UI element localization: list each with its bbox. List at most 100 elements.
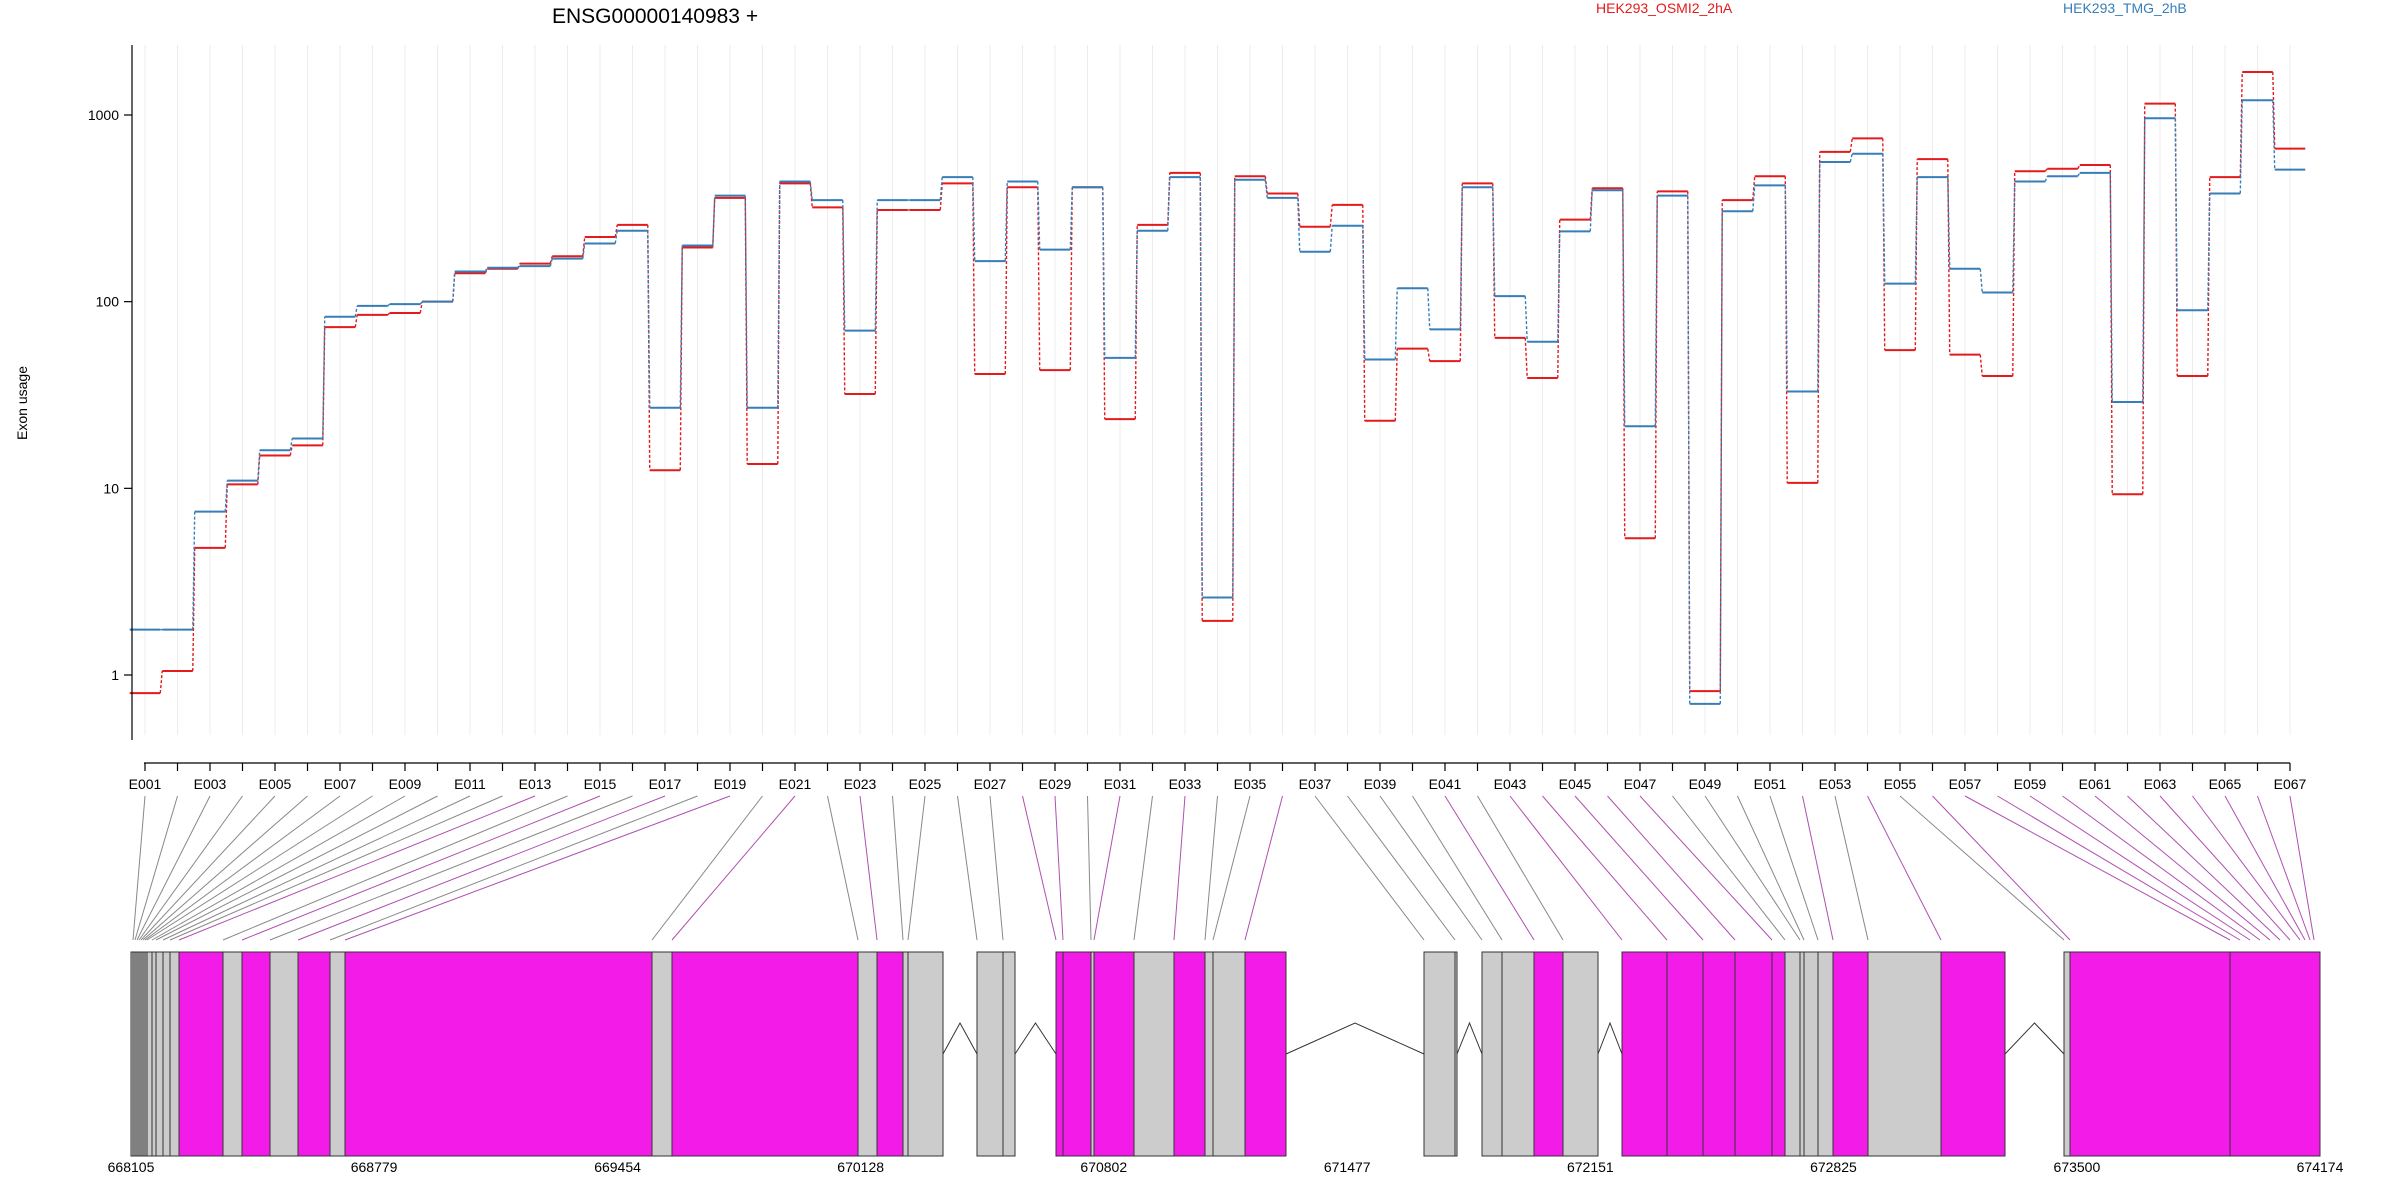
series-2-link-39 <box>1394 288 1398 360</box>
series-1-link-57 <box>1979 354 1983 377</box>
connector-e030 <box>1087 795 1092 941</box>
y-tick-label-1: 1 <box>111 667 119 683</box>
series-2-link-48 <box>1687 195 1691 704</box>
legend-series-2: HEK293_TMG_2hB <box>2063 0 2187 16</box>
exon-bin-block-21 <box>651 951 673 1157</box>
series-1-link-43 <box>1524 337 1528 379</box>
exon-bin-block-58 <box>2229 951 2321 1157</box>
connector-e031 <box>1093 795 1121 941</box>
intron-line-5 <box>1597 1021 1623 1055</box>
intron-line-4 <box>1456 1021 1483 1055</box>
series-2-link-29 <box>1069 187 1073 250</box>
connector-e067 <box>2289 795 2315 941</box>
series-2-link-65 <box>2239 100 2243 194</box>
series-2-link-12 <box>517 265 521 269</box>
connector-e038 <box>1347 795 1456 941</box>
series-2-link-64 <box>2207 193 2211 311</box>
exon-bin-block-55 <box>1940 951 2006 1157</box>
series-lines <box>129 70 2306 705</box>
connector-e005 <box>140 795 276 941</box>
connector-e063 <box>2159 795 2291 941</box>
connector-e049 <box>1704 795 1801 941</box>
exon-bin-block-43 <box>1562 951 1599 1157</box>
x-tick-label-e005: E005 <box>259 776 292 792</box>
x-tick-label-e049: E049 <box>1689 776 1722 792</box>
series-2-link-28 <box>1037 181 1041 250</box>
exon-bin-block-29 <box>1055 951 1064 1157</box>
connector-e056 <box>1932 795 2071 941</box>
series-1-link-49 <box>1719 200 1723 692</box>
series-2-link-42 <box>1492 187 1496 297</box>
x-tick-label-e009: E009 <box>389 776 422 792</box>
series-1-link-55 <box>1914 159 1918 351</box>
series-2-link-4 <box>257 450 261 481</box>
connector-e051 <box>1769 795 1819 941</box>
connector-e053 <box>1834 795 1869 941</box>
series-1-link-65 <box>2239 71 2243 178</box>
exon-bin-block-23 <box>857 951 878 1157</box>
series-2-link-25 <box>939 177 943 201</box>
series-2-link-31 <box>1134 230 1138 358</box>
connector-e048 <box>1672 795 1786 941</box>
series-2-link-36 <box>1297 197 1301 252</box>
connector-e043 <box>1509 795 1623 941</box>
exon-bin-block-33 <box>1133 951 1175 1157</box>
series-2-link-10 <box>452 271 456 302</box>
series-1-link-62 <box>2142 103 2146 495</box>
legend-series-1: HEK293_OSMI2_2hA <box>1596 0 1733 16</box>
series-1-link-5 <box>289 445 293 456</box>
series-1-link-66 <box>2272 71 2276 149</box>
coordinate-label-670802: 670802 <box>1080 1159 1127 1175</box>
exon-bin-block-16 <box>241 951 271 1157</box>
x-tick-label-e027: E027 <box>974 776 1007 792</box>
x-tick-label-e017: E017 <box>649 776 682 792</box>
series-2-link-49 <box>1719 211 1723 704</box>
series-2-link-43 <box>1524 296 1528 342</box>
exon-bin-block-22 <box>671 951 859 1157</box>
coordinate-label-673500: 673500 <box>2054 1159 2101 1175</box>
exon-bin-block-42 <box>1533 951 1564 1157</box>
connector-e040 <box>1412 795 1503 941</box>
intron-line-6 <box>2004 1022 2065 1055</box>
y-tick-label-100: 100 <box>96 294 120 310</box>
series-2-link-55 <box>1914 177 1918 284</box>
connector-e013 <box>178 795 536 941</box>
coordinate-label-672825: 672825 <box>1810 1159 1857 1175</box>
exon-bin-block-36 <box>1212 951 1246 1157</box>
exon-bin-block-15 <box>222 951 243 1157</box>
series-1-link-29 <box>1069 187 1073 371</box>
connector-e054 <box>1867 795 1942 941</box>
x-tick-label-e011: E011 <box>454 776 486 792</box>
series-2-link-41 <box>1459 187 1463 330</box>
connector-e060 <box>2062 795 2261 941</box>
x-tick-label-e001: E001 <box>129 776 162 792</box>
y-tick-label-10: 10 <box>103 480 119 496</box>
connector-e024 <box>892 795 904 941</box>
x-tick-label-e039: E039 <box>1364 776 1397 792</box>
connector-e062 <box>2127 795 2281 941</box>
exon-bin-block-45 <box>1666 951 1704 1157</box>
connector-e032 <box>1133 795 1153 941</box>
connector-e033 <box>1173 795 1186 941</box>
connector-e015 <box>241 795 601 941</box>
series-2-link-53 <box>1849 153 1853 163</box>
connector-e057 <box>1964 795 2231 941</box>
series-2-link-52 <box>1817 161 1821 392</box>
connector-e055 <box>1899 795 2065 941</box>
series-2-link-46 <box>1622 190 1626 427</box>
connector-e002 <box>134 795 178 941</box>
exon-bin-block-48 <box>1771 951 1786 1157</box>
connector-e022 <box>827 795 859 941</box>
series-1-link-50 <box>1752 176 1756 201</box>
connector-e025 <box>907 795 926 941</box>
series-1-link-34 <box>1232 176 1236 621</box>
x-tick-label-e047: E047 <box>1624 776 1657 792</box>
series-1-link-7 <box>354 314 358 328</box>
x-tick-label-e025: E025 <box>909 776 942 792</box>
connector-e004 <box>138 795 243 941</box>
series-1-link-59 <box>2044 168 2048 172</box>
series-1-link-18 <box>712 197 716 248</box>
x-tick-label-e033: E033 <box>1169 776 1202 792</box>
connector-e023 <box>859 795 878 941</box>
grid-lines <box>144 45 2291 735</box>
